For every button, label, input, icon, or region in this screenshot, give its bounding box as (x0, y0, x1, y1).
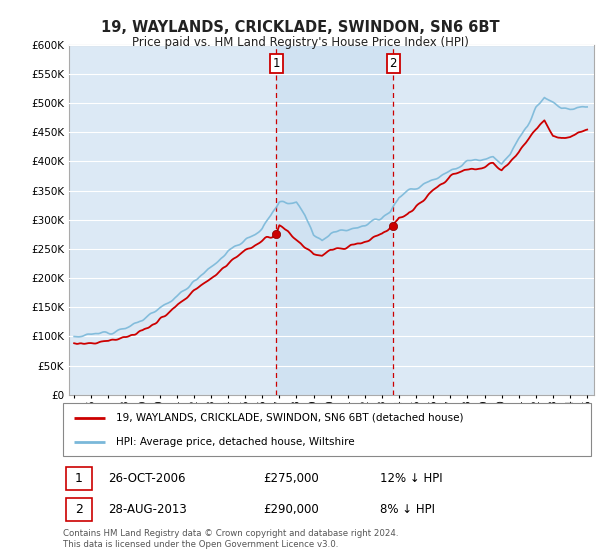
FancyBboxPatch shape (63, 403, 591, 456)
Text: 19, WAYLANDS, CRICKLADE, SWINDON, SN6 6BT: 19, WAYLANDS, CRICKLADE, SWINDON, SN6 6B… (101, 20, 499, 35)
Bar (276, 45, 393, 395)
Text: 19, WAYLANDS, CRICKLADE, SWINDON, SN6 6BT (detached house): 19, WAYLANDS, CRICKLADE, SWINDON, SN6 6B… (116, 413, 463, 423)
Text: 26-OCT-2006: 26-OCT-2006 (108, 472, 185, 486)
FancyBboxPatch shape (65, 498, 92, 521)
Text: 1: 1 (75, 472, 83, 486)
Text: 2: 2 (75, 503, 83, 516)
Text: £275,000: £275,000 (263, 472, 319, 486)
Text: 8% ↓ HPI: 8% ↓ HPI (380, 503, 435, 516)
Text: £290,000: £290,000 (263, 503, 319, 516)
Text: 12% ↓ HPI: 12% ↓ HPI (380, 472, 442, 486)
Text: 28-AUG-2013: 28-AUG-2013 (108, 503, 187, 516)
Text: 2: 2 (389, 57, 397, 70)
Text: HPI: Average price, detached house, Wiltshire: HPI: Average price, detached house, Wilt… (116, 437, 355, 447)
Text: Price paid vs. HM Land Registry's House Price Index (HPI): Price paid vs. HM Land Registry's House … (131, 36, 469, 49)
Text: Contains HM Land Registry data © Crown copyright and database right 2024.
This d: Contains HM Land Registry data © Crown c… (63, 529, 398, 549)
Text: 1: 1 (272, 57, 280, 70)
FancyBboxPatch shape (65, 467, 92, 491)
